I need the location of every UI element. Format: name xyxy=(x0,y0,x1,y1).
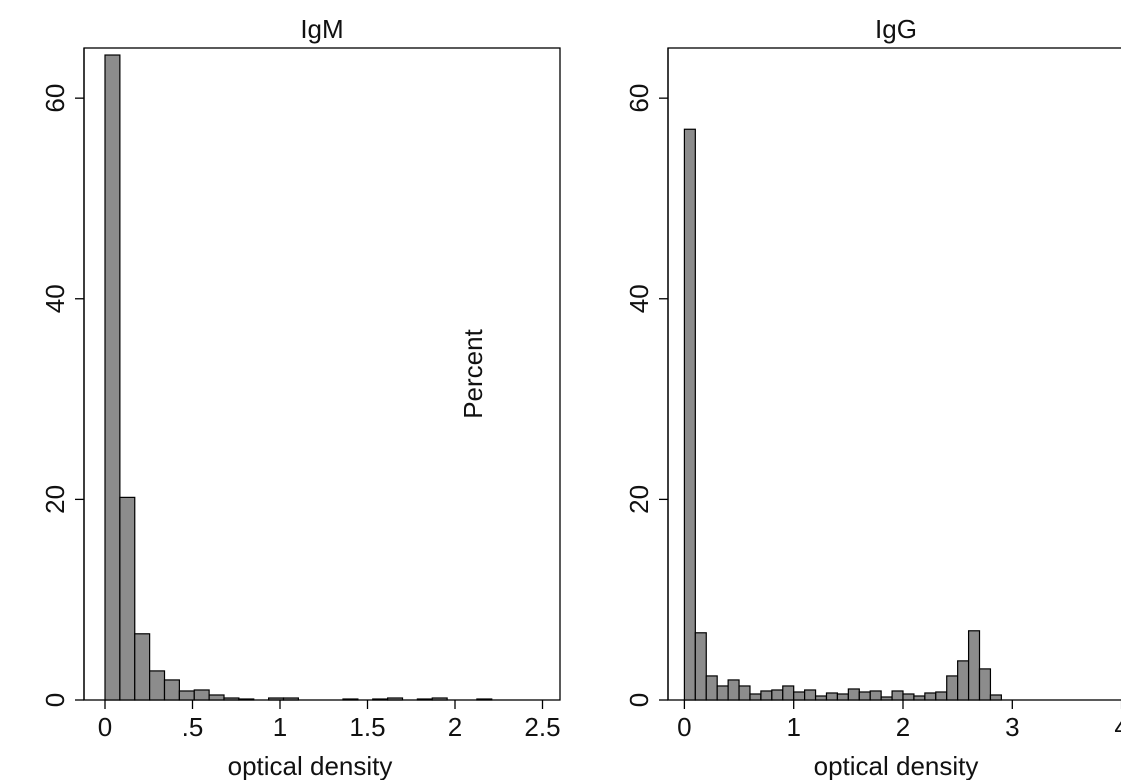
igm-bar-25 xyxy=(476,698,493,701)
igg-plot-frame xyxy=(667,47,1121,701)
igm-x-tick-label-2.5: 2.5 xyxy=(524,712,560,742)
igm-bar-3 xyxy=(149,670,166,701)
igm-plot-frame xyxy=(83,47,561,701)
igm-bar-4 xyxy=(163,679,180,701)
igm-bar-7 xyxy=(208,694,225,701)
igg-bar-4 xyxy=(727,679,740,701)
igm-x-tick-label-1: 1 xyxy=(273,712,287,742)
igm-y-tick-label-20: 20 xyxy=(40,485,70,514)
igg-bar-10 xyxy=(793,691,806,701)
igg-bar-11 xyxy=(804,689,817,701)
igg-x-tick-label-4: 4 xyxy=(1114,712,1121,742)
igm-bars xyxy=(104,54,493,701)
igg-x-tick-label-3: 3 xyxy=(1005,712,1019,742)
igm-bar-2 xyxy=(134,633,151,701)
igm-chart-title: IgM xyxy=(300,14,343,44)
igg-bar-23 xyxy=(935,691,948,701)
igm-bar-0 xyxy=(104,54,121,701)
igg-bar-17 xyxy=(869,690,882,701)
igm-bar-16 xyxy=(342,698,359,701)
igm-bar-8 xyxy=(223,697,240,701)
igg-bar-2 xyxy=(705,675,718,701)
igg-chart-title: IgG xyxy=(875,14,917,44)
igm-y-tick-label-0: 0 xyxy=(40,693,70,707)
igm-y-ticks: 0 20 40 60 xyxy=(40,84,84,707)
igg-bar-25 xyxy=(957,660,970,701)
igg-bars xyxy=(683,128,1002,701)
igg-bar-22 xyxy=(924,692,937,701)
igm-x-tick-label-.5: .5 xyxy=(182,712,204,742)
igg-x-tick-label-2: 2 xyxy=(896,712,910,742)
igm-bar-5 xyxy=(178,690,195,701)
igm-x-tick-label-0: 0 xyxy=(98,712,112,742)
igm-y-tick-label-60: 60 xyxy=(40,84,70,113)
igg-bar-16 xyxy=(858,691,871,701)
igm-bar-19 xyxy=(387,697,404,701)
igm-y-tick-label-40: 40 xyxy=(40,284,70,313)
igm-x-tick-label-1.5: 1.5 xyxy=(349,712,385,742)
igm-bar-22 xyxy=(431,697,448,701)
igg-bar-24 xyxy=(946,675,959,701)
igg-bar-9 xyxy=(782,685,795,701)
y-axis-label: Percent xyxy=(458,328,488,418)
igg-y-tick-label-60: 60 xyxy=(624,84,654,113)
igg-bar-26 xyxy=(967,630,981,701)
igg-bar-6 xyxy=(749,693,762,701)
igg-y-tick-label-40: 40 xyxy=(624,284,654,313)
igm-x-axis-label: optical density xyxy=(228,751,393,780)
igg-bar-8 xyxy=(771,689,784,701)
igg-bar-5 xyxy=(738,685,751,701)
igg-bar-1 xyxy=(694,632,707,701)
igg-bar-19 xyxy=(891,690,904,701)
igm-bar-21 xyxy=(416,698,433,701)
igm-x-tick-label-2: 2 xyxy=(448,712,462,742)
igg-x-ticks: 0 1 2 3 4 xyxy=(677,700,1121,742)
igm-bar-18 xyxy=(372,698,389,701)
igg-bar-18 xyxy=(880,696,893,701)
igg-histogram-panel: IgG 0 20 40 60 0 1 2 3 4 optical density xyxy=(624,14,1121,780)
igg-bar-15 xyxy=(847,688,860,701)
igg-y-ticks: 0 20 40 60 xyxy=(624,84,668,707)
igg-x-tick-label-0: 0 xyxy=(677,712,691,742)
igg-y-tick-label-20: 20 xyxy=(624,485,654,514)
igg-bar-20 xyxy=(902,693,915,701)
igm-x-ticks: 0 .5 1 1.5 2 2.5 xyxy=(98,700,561,742)
igg-bar-13 xyxy=(825,692,839,701)
igg-bar-21 xyxy=(913,695,926,701)
igm-bar-11 xyxy=(268,697,285,701)
igg-bar-0 xyxy=(683,128,696,701)
igg-bar-27 xyxy=(978,668,992,701)
igm-bar-6 xyxy=(193,689,210,701)
igg-bar-3 xyxy=(716,685,729,701)
igg-x-axis-label: optical density xyxy=(814,751,979,780)
igg-bar-28 xyxy=(989,694,1002,701)
igm-bar-12 xyxy=(282,697,299,701)
igm-bar-9 xyxy=(238,698,255,701)
igg-x-tick-label-1: 1 xyxy=(786,712,800,742)
igg-bar-12 xyxy=(814,695,828,701)
igg-bar-14 xyxy=(836,693,849,701)
igg-y-tick-label-0: 0 xyxy=(624,693,654,707)
igm-bar-1 xyxy=(119,496,136,701)
igg-bar-7 xyxy=(760,690,773,701)
